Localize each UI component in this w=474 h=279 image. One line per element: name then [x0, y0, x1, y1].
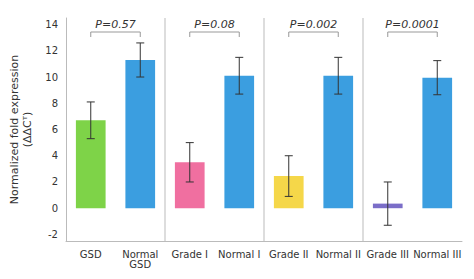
- svg-text:2: 2: [52, 176, 58, 187]
- svg-text:14: 14: [45, 19, 58, 30]
- svg-text:Normal III: Normal III: [413, 249, 461, 260]
- svg-text:P=0.57: P=0.57: [95, 18, 135, 31]
- svg-text:8: 8: [52, 98, 58, 109]
- svg-text:6: 6: [52, 124, 58, 135]
- svg-text:P=0.0001: P=0.0001: [385, 18, 439, 31]
- svg-text:(ΔΔCᵀ): (ΔΔCᵀ): [21, 112, 34, 148]
- svg-text:P=0.08: P=0.08: [194, 18, 234, 31]
- svg-text:GSD: GSD: [129, 259, 151, 270]
- svg-text:Normal I: Normal I: [218, 249, 260, 260]
- svg-text:Grade II: Grade II: [269, 249, 309, 260]
- svg-text:Normalized fold expression: Normalized fold expression: [8, 55, 21, 204]
- svg-text:4: 4: [52, 150, 58, 161]
- svg-text:Grade I: Grade I: [171, 249, 208, 260]
- svg-text:GSD: GSD: [80, 249, 102, 260]
- svg-text:12: 12: [45, 45, 58, 56]
- svg-text:Normal: Normal: [122, 248, 159, 260]
- svg-text:P=0.002: P=0.002: [290, 18, 337, 31]
- svg-text:Grade III: Grade III: [366, 249, 409, 260]
- svg-text:0: 0: [52, 203, 58, 214]
- svg-text:-2: -2: [48, 229, 58, 240]
- svg-text:10: 10: [45, 72, 58, 83]
- svg-text:Normal II: Normal II: [316, 249, 361, 260]
